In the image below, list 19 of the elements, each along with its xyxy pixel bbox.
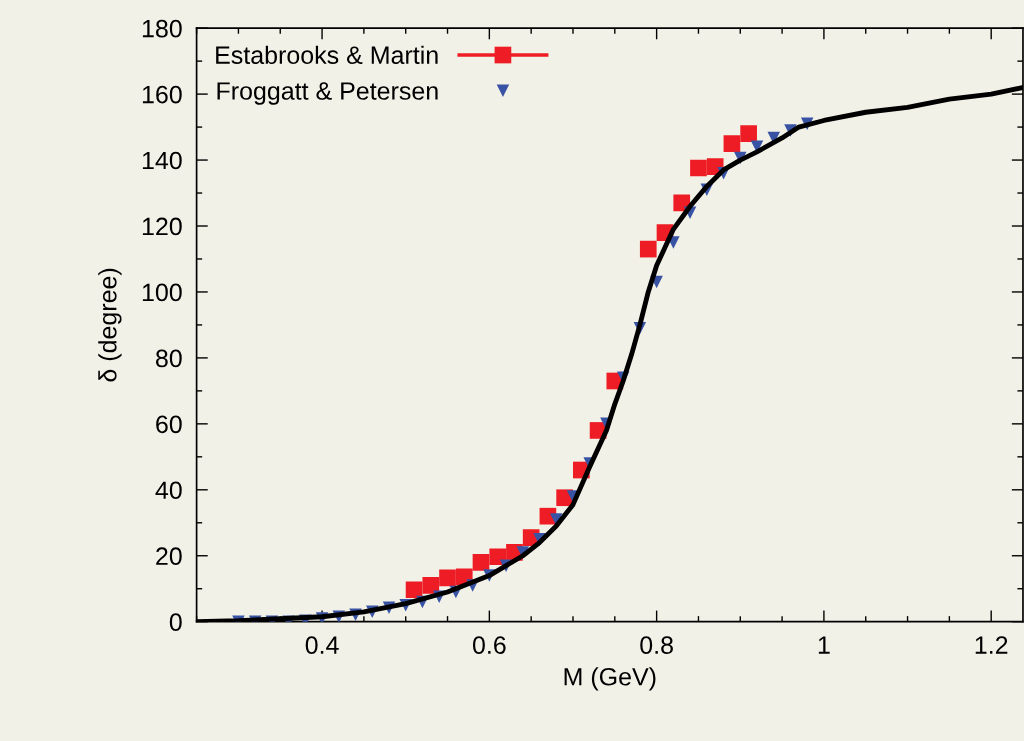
y-tick-label: 20 bbox=[156, 547, 182, 566]
y-tick-label: 80 bbox=[156, 349, 182, 368]
x-tick-label: 0.8 bbox=[640, 636, 673, 654]
y-tick-label: 40 bbox=[155, 481, 182, 500]
x-tick-label: 1.2 bbox=[975, 636, 1008, 654]
y-tick-label: 140 bbox=[142, 151, 182, 170]
y-tick-label: 180 bbox=[142, 19, 182, 38]
y-axis-title: δ (degree) bbox=[98, 268, 122, 382]
legend-label: Estabrooks & Martin bbox=[216, 45, 438, 65]
x-tick-label: 0.4 bbox=[305, 636, 339, 654]
x-axis-title: M (GeV) bbox=[564, 667, 656, 691]
y-tick-label: 0 bbox=[169, 613, 182, 631]
y-tick-label: 160 bbox=[142, 85, 182, 104]
y-tick-label: 60 bbox=[156, 415, 182, 434]
x-tick-label: 1 bbox=[818, 636, 830, 654]
x-tick-label: 0.6 bbox=[472, 636, 506, 654]
legend-label: Froggatt & Petersen bbox=[217, 82, 438, 105]
y-tick-label: 120 bbox=[142, 217, 182, 236]
y-tick-label: 100 bbox=[142, 283, 182, 302]
